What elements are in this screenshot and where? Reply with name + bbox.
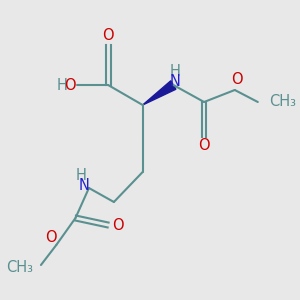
Text: O: O <box>198 139 210 154</box>
Text: CH₃: CH₃ <box>269 94 296 110</box>
Text: O: O <box>112 218 124 232</box>
Text: H: H <box>57 77 68 92</box>
Text: CH₃: CH₃ <box>6 260 33 274</box>
Polygon shape <box>143 81 176 105</box>
Text: H: H <box>76 167 87 182</box>
Text: H: H <box>170 64 181 79</box>
Text: O: O <box>64 77 76 92</box>
Text: O: O <box>231 73 242 88</box>
Text: O: O <box>45 230 56 244</box>
Text: N: N <box>79 178 90 194</box>
Text: N: N <box>170 74 181 89</box>
Text: O: O <box>102 28 114 44</box>
